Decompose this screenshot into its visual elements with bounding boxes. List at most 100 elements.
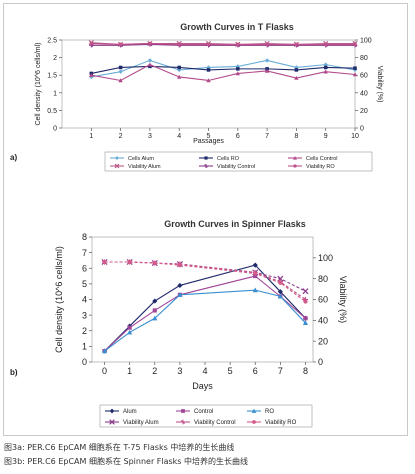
chart2-point-s3 [101, 348, 108, 354]
chart2-y2-tick-label: 60 [318, 295, 328, 305]
chart2-legend-label: Alum [123, 409, 137, 415]
chart1-point-s6 [353, 42, 357, 47]
chart2-point-s1 [152, 298, 158, 304]
chart1-point-s3 [264, 68, 270, 73]
chart2-legend-marker [109, 408, 115, 414]
chart2-point-s6 [102, 259, 107, 265]
chart1-x-tick-label: 8 [294, 133, 298, 140]
chart2-y2-axis-label: Viability (%) [338, 276, 348, 323]
figure-frame [3, 3, 408, 436]
chart2-x-tick-label: 8 [303, 366, 308, 376]
chart2-point-s1 [252, 262, 258, 268]
chart2-y2-tick-label: 20 [318, 336, 328, 346]
chart2-legend-marker [252, 420, 256, 424]
chart2-series-line-2 [104, 275, 306, 352]
chart2-y-tick-label: 7 [82, 248, 87, 258]
chart2-y2-tick-label: 0 [318, 357, 323, 367]
chart2-legend-label: Control [194, 409, 213, 415]
chart2-title: Growth Curves in Spinner Flasks [164, 219, 306, 229]
chart1-point-s6 [148, 41, 152, 46]
chart2-y2-tick-label: 80 [318, 274, 328, 284]
chart1-y-tick-label: 1 [53, 90, 57, 97]
chart2-y-tick-label: 4 [82, 295, 87, 305]
chart2-legend-marker [109, 419, 115, 425]
chart1-point-s2 [177, 65, 181, 70]
chart1-series-line-2 [91, 65, 356, 74]
chart1-point-s1 [118, 69, 123, 74]
chart1-point-s3 [89, 73, 94, 77]
chart1-y2-tick-label: 0 [360, 125, 364, 132]
chart1-point-s3 [118, 78, 123, 83]
chart2-legend-label: RO [265, 409, 274, 415]
chart1-legend-label: Viability Control [217, 164, 255, 170]
chart2-y-tick-label: 8 [82, 232, 87, 242]
chart1-point-s6 [118, 42, 123, 47]
chart1-point-s6 [265, 42, 269, 47]
chart2-point-s3 [277, 293, 283, 299]
chart2-x-axis-label: Days [192, 381, 213, 391]
chart2-point-s6 [253, 271, 258, 276]
chart1-y-axis-label: Cell density (10^6 cells/ml) [35, 42, 42, 125]
chart1-point-s2 [206, 68, 211, 72]
chart1-point-s1 [206, 65, 211, 70]
chart1-y-tick-label: 2.5 [47, 37, 57, 44]
chart1-series-line-5 [91, 43, 355, 46]
chart2-point-s1 [277, 289, 283, 295]
chart1-legend-label: Cells RO [217, 156, 240, 162]
chart2-plot-area [91, 236, 314, 363]
chart2-legend-marker [181, 409, 185, 413]
chart1-legend-marker [114, 163, 120, 169]
chart1-legend-marker [204, 164, 208, 168]
chart1-point-s6 [89, 41, 94, 46]
chart1-point-s1 [264, 58, 270, 63]
chart2-y-tick-label: 1 [82, 342, 87, 352]
chart1-point-s3 [352, 72, 358, 77]
chart2-y-axis-label: Cell density (10^6 cells/ml) [54, 246, 64, 353]
chart2-x-tick-label: 7 [278, 366, 283, 376]
chart1-point-s2 [353, 66, 357, 70]
chart1-plot-area [61, 39, 356, 129]
chart1-y2-tick-label: 20 [360, 108, 368, 115]
chart2-point-s2 [152, 308, 157, 313]
caption-b: 图3b: PER.C6 EpCAM 细胞系在 Spinner Flasks 中培… [4, 457, 249, 466]
chart2-x-tick-label: 6 [253, 366, 258, 376]
chart1-legend-label: Viability Alum [128, 164, 161, 170]
chart2-x-tick-label: 1 [127, 366, 132, 376]
chart2-point-s3 [127, 329, 133, 335]
chart2-x-tick-label: 0 [102, 366, 107, 376]
chart2-point-s6 [177, 263, 182, 268]
chart2-x-tick-label: 3 [177, 366, 182, 376]
chart2-point-s3 [302, 320, 309, 326]
chart1-legend-marker [204, 156, 208, 160]
chart2-legend-label: Viability Alum [123, 420, 159, 426]
chart2-point-s6 [152, 260, 157, 266]
chart1-point-s3 [177, 74, 182, 79]
chart1-legend-label: Viability RO [306, 164, 335, 170]
chart1-point-s2 [323, 65, 328, 70]
chart1-x-tick-label: 5 [207, 133, 211, 140]
chart1-title: Growth Curves in T Flasks [180, 22, 294, 32]
chart2-point-s6 [127, 259, 132, 265]
chart1-series-line-3 [91, 64, 356, 82]
chart1-x-tick-label: 7 [265, 133, 269, 140]
chart1-legend [104, 151, 373, 172]
chart1-point-s3 [235, 71, 240, 76]
chart1-legend-label: Cells Control [306, 156, 337, 162]
chart2-legend-label: Viability Control [194, 420, 236, 426]
chart2-point-s2 [127, 325, 132, 330]
chart1-legend-label: Cells Alum [128, 156, 154, 162]
chart2-x-tick-label: 4 [203, 366, 208, 376]
chart2-x-tick-label: 5 [228, 366, 233, 376]
chart1-series-line-6 [91, 42, 355, 45]
chart1-x-axis-label: Passages [193, 138, 224, 145]
chart1-legend-marker [115, 156, 119, 160]
chart2-point-s1 [177, 282, 183, 289]
chart2-point-s4 [302, 288, 309, 295]
chart1-x-tick-label: 6 [236, 133, 240, 140]
chart1-y2-tick-label: 60 [360, 73, 368, 80]
chart1-point-s6 [236, 42, 240, 47]
chart1-point-s2 [294, 68, 299, 72]
chart1-point-s6 [206, 42, 211, 47]
chart1-y-tick-label: 2 [53, 55, 57, 62]
